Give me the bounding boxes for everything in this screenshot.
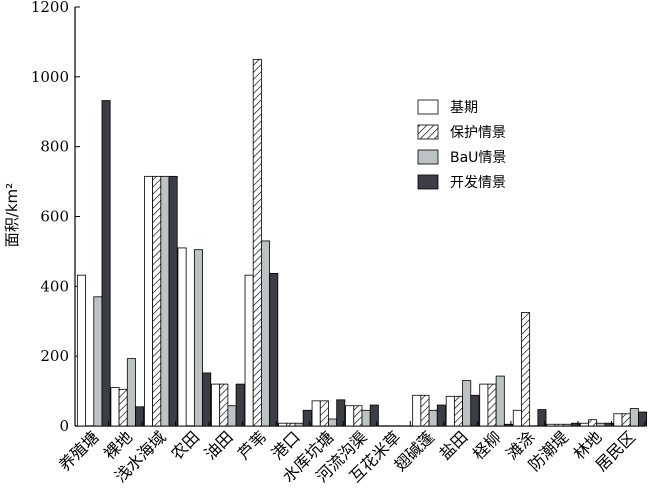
bar <box>579 422 589 427</box>
bar <box>311 400 321 427</box>
bar <box>160 175 170 427</box>
category-label: 柽柳 <box>469 427 505 463</box>
bar <box>211 383 221 427</box>
bar <box>93 296 103 427</box>
bar <box>470 394 480 427</box>
bar <box>503 423 513 427</box>
bar <box>168 175 178 427</box>
legend-swatch <box>417 124 439 140</box>
legend-label: 基期 <box>450 99 478 116</box>
bar <box>118 388 128 427</box>
bar <box>604 422 614 427</box>
category-label: 盐田 <box>435 427 471 463</box>
bar <box>621 413 631 427</box>
plot-area: 020040060080010001200养殖塘裸地浅水海域农田油田芦苇港口水库… <box>31 0 648 486</box>
bar <box>445 395 455 427</box>
bar <box>110 387 120 427</box>
y-tick-label: 800 <box>40 138 69 156</box>
bar <box>261 240 271 427</box>
bar <box>193 249 203 427</box>
bar <box>101 100 111 427</box>
bar <box>512 409 522 427</box>
bar <box>638 411 648 427</box>
legend-label: 开发情景 <box>450 175 506 191</box>
bar <box>521 312 531 427</box>
y-tick-label: 200 <box>40 347 69 365</box>
bar <box>487 383 497 427</box>
bar <box>495 375 505 427</box>
y-axis-title: 面积/km² <box>3 183 21 247</box>
bar <box>345 405 355 427</box>
y-tick-label: 400 <box>40 277 69 295</box>
bar <box>428 409 438 427</box>
y-tick-label: 0 <box>59 417 69 435</box>
bar <box>554 423 564 427</box>
legend-swatch <box>417 149 439 165</box>
y-tick-label: 1200 <box>31 0 69 16</box>
legend-label: BaU情景 <box>450 150 506 166</box>
bar <box>227 405 237 427</box>
bar <box>546 423 556 427</box>
bar <box>462 380 472 427</box>
legend-label: 保护情景 <box>450 125 506 141</box>
bar <box>235 383 245 427</box>
bar <box>613 413 623 427</box>
bar <box>562 423 572 427</box>
bar <box>202 372 212 427</box>
category-label: 芦苇 <box>234 427 270 463</box>
bar <box>278 422 288 427</box>
bar <box>629 408 639 427</box>
category-label: 油田 <box>201 427 237 463</box>
bar <box>412 394 422 427</box>
bar <box>144 175 154 427</box>
bar <box>353 405 363 427</box>
bar <box>570 422 580 427</box>
bar <box>269 273 279 427</box>
bar <box>135 406 145 427</box>
bar <box>286 422 296 427</box>
bar <box>126 358 136 427</box>
bar <box>244 274 254 427</box>
bar <box>294 422 304 427</box>
bar <box>328 418 338 427</box>
bar <box>596 422 606 427</box>
legend-swatch <box>417 99 439 115</box>
bar <box>219 383 229 427</box>
bar <box>302 409 312 427</box>
bar <box>252 58 262 427</box>
bar <box>369 404 379 427</box>
bar <box>361 409 371 427</box>
y-tick-label: 1000 <box>31 68 69 86</box>
bar <box>588 419 598 427</box>
y-tick-label: 600 <box>40 208 69 226</box>
bar <box>479 383 489 427</box>
bar <box>177 247 187 427</box>
bar <box>319 400 329 427</box>
bar <box>453 395 463 427</box>
bar <box>336 399 346 427</box>
bar <box>420 394 430 427</box>
legend-swatch <box>417 174 439 190</box>
category-label: 农田 <box>167 427 203 463</box>
bar <box>152 175 162 427</box>
bar <box>537 409 547 427</box>
bar <box>76 274 86 427</box>
bar <box>436 404 446 427</box>
